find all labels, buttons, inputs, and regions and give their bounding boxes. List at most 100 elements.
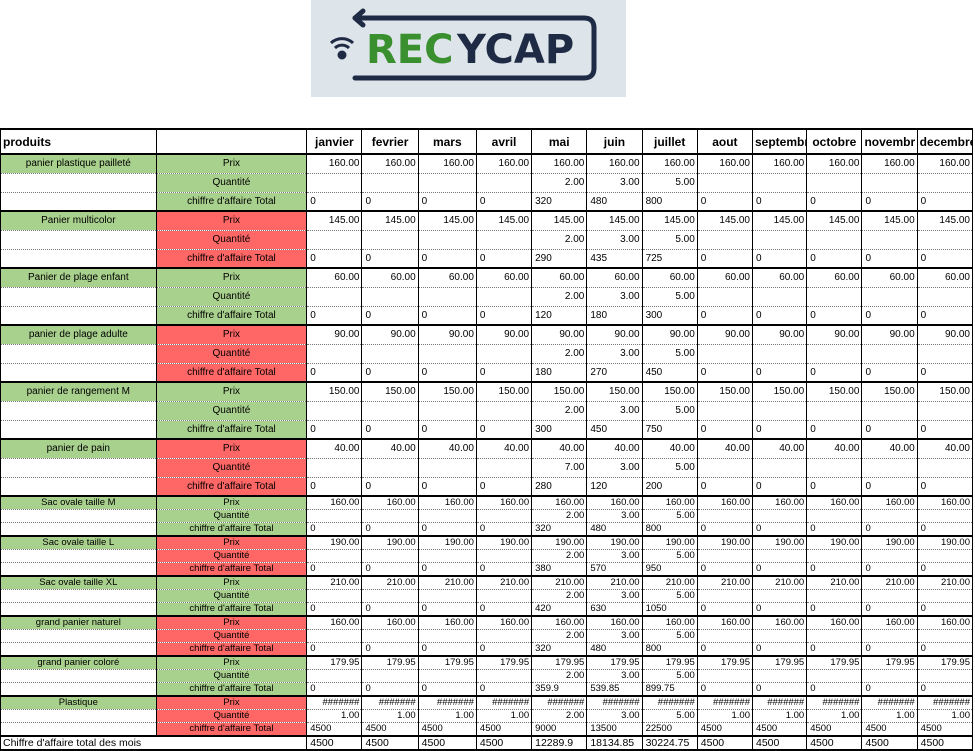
cell-quantite[interactable]: 3.00: [586, 629, 643, 643]
cell-ca[interactable]: 320: [531, 642, 588, 657]
cell-ca[interactable]: 380: [531, 562, 588, 577]
grand-total-cell[interactable]: 4500: [306, 736, 363, 751]
cell-quantite[interactable]: 3.00: [586, 401, 643, 421]
cell-ca[interactable]: 300: [641, 306, 698, 326]
cell-ca[interactable]: 570: [586, 562, 643, 577]
cell-quantite[interactable]: [696, 287, 754, 307]
cell-quantite[interactable]: [306, 173, 363, 193]
cell-prix[interactable]: 210.00: [806, 576, 863, 590]
cell-quantite[interactable]: [306, 669, 363, 683]
cell-prix[interactable]: 60.00: [641, 268, 698, 288]
cell-prix[interactable]: 210.00: [916, 576, 974, 590]
cell-ca[interactable]: 280: [531, 477, 588, 497]
cell-prix[interactable]: #######: [417, 696, 477, 710]
cell-prix[interactable]: 179.95: [916, 656, 974, 670]
cell-ca[interactable]: 539.85: [586, 682, 643, 697]
cell-ca[interactable]: 0: [806, 682, 863, 697]
cell-ca[interactable]: 320: [531, 192, 588, 212]
cell-prix[interactable]: 160.00: [531, 496, 588, 510]
cell-prix[interactable]: 90.00: [806, 325, 863, 345]
cell-quantite[interactable]: 2.00: [531, 509, 588, 523]
cell-quantite[interactable]: [806, 669, 863, 683]
cell-quantite[interactable]: [361, 401, 419, 421]
cell-quantite[interactable]: 2.00: [531, 230, 588, 250]
cell-prix[interactable]: 210.00: [861, 576, 918, 590]
cell-quantite[interactable]: 1.00: [475, 709, 533, 723]
cell-prix[interactable]: 40.00: [861, 439, 918, 459]
cell-quantite[interactable]: 1.00: [696, 709, 754, 723]
cell-prix[interactable]: #######: [586, 696, 643, 710]
cell-quantite[interactable]: [751, 230, 808, 250]
cell-quantite[interactable]: [751, 401, 808, 421]
cell-prix[interactable]: 160.00: [916, 496, 974, 510]
cell-prix[interactable]: 179.95: [361, 656, 419, 670]
cell-prix[interactable]: 145.00: [806, 211, 863, 231]
cell-quantite[interactable]: [751, 509, 808, 523]
cell-quantite[interactable]: 2.00: [531, 287, 588, 307]
cell-ca[interactable]: 450: [586, 420, 643, 440]
cell-quantite[interactable]: [361, 549, 419, 563]
cell-prix[interactable]: 150.00: [641, 382, 698, 402]
cell-ca[interactable]: 0: [361, 420, 419, 440]
cell-ca[interactable]: 0: [475, 682, 533, 697]
cell-quantite[interactable]: 2.00: [531, 669, 588, 683]
cell-ca[interactable]: 0: [861, 562, 918, 577]
cell-quantite[interactable]: [475, 230, 533, 250]
cell-quantite[interactable]: [916, 401, 974, 421]
cell-quantite[interactable]: [916, 589, 974, 603]
cell-ca[interactable]: 0: [361, 477, 419, 497]
cell-ca[interactable]: 0: [861, 306, 918, 326]
cell-prix[interactable]: 150.00: [806, 382, 863, 402]
cell-ca[interactable]: 0: [306, 192, 363, 212]
cell-prix[interactable]: 210.00: [696, 576, 754, 590]
cell-prix[interactable]: 60.00: [586, 268, 643, 288]
cell-ca[interactable]: 4500: [306, 722, 363, 737]
cell-ca[interactable]: 0: [696, 562, 754, 577]
cell-quantite[interactable]: [475, 509, 533, 523]
cell-prix[interactable]: 90.00: [696, 325, 754, 345]
cell-prix[interactable]: 160.00: [861, 496, 918, 510]
cell-prix[interactable]: 160.00: [696, 496, 754, 510]
cell-prix[interactable]: 150.00: [696, 382, 754, 402]
cell-ca[interactable]: 0: [806, 562, 863, 577]
cell-prix[interactable]: #######: [806, 696, 863, 710]
cell-quantite[interactable]: [916, 509, 974, 523]
cell-prix[interactable]: 160.00: [696, 616, 754, 630]
cell-ca[interactable]: 435: [586, 249, 643, 269]
cell-quantite[interactable]: [475, 458, 533, 478]
cell-ca[interactable]: 0: [751, 602, 808, 617]
cell-ca[interactable]: 0: [861, 602, 918, 617]
cell-quantite[interactable]: [475, 401, 533, 421]
cell-ca[interactable]: 290: [531, 249, 588, 269]
cell-quantite[interactable]: 5.00: [641, 401, 698, 421]
cell-quantite[interactable]: [306, 287, 363, 307]
cell-quantite[interactable]: [751, 549, 808, 563]
cell-prix[interactable]: 160.00: [641, 154, 698, 174]
cell-quantite[interactable]: 5.00: [641, 287, 698, 307]
cell-quantite[interactable]: [361, 629, 419, 643]
cell-quantite[interactable]: [916, 173, 974, 193]
cell-quantite[interactable]: [696, 458, 754, 478]
cell-prix[interactable]: 145.00: [696, 211, 754, 231]
cell-prix[interactable]: 90.00: [641, 325, 698, 345]
cell-prix[interactable]: #######: [361, 696, 419, 710]
cell-ca[interactable]: 0: [475, 522, 533, 537]
cell-quantite[interactable]: [861, 509, 918, 523]
cell-ca[interactable]: 4500: [417, 722, 477, 737]
cell-quantite[interactable]: 3.00: [586, 458, 643, 478]
grand-total-cell[interactable]: 18134.85: [586, 736, 643, 751]
cell-prix[interactable]: 190.00: [806, 536, 863, 550]
cell-quantite[interactable]: [417, 549, 477, 563]
cell-quantite[interactable]: [696, 629, 754, 643]
cell-quantite[interactable]: [916, 669, 974, 683]
cell-ca[interactable]: 0: [306, 477, 363, 497]
cell-prix[interactable]: 145.00: [641, 211, 698, 231]
cell-prix[interactable]: 150.00: [417, 382, 477, 402]
cell-quantite[interactable]: [751, 458, 808, 478]
cell-prix[interactable]: #######: [306, 696, 363, 710]
cell-ca[interactable]: 200: [641, 477, 698, 497]
cell-quantite[interactable]: 1.00: [751, 709, 808, 723]
cell-ca[interactable]: 0: [751, 682, 808, 697]
cell-ca[interactable]: 0: [806, 249, 863, 269]
cell-prix[interactable]: 145.00: [531, 211, 588, 231]
